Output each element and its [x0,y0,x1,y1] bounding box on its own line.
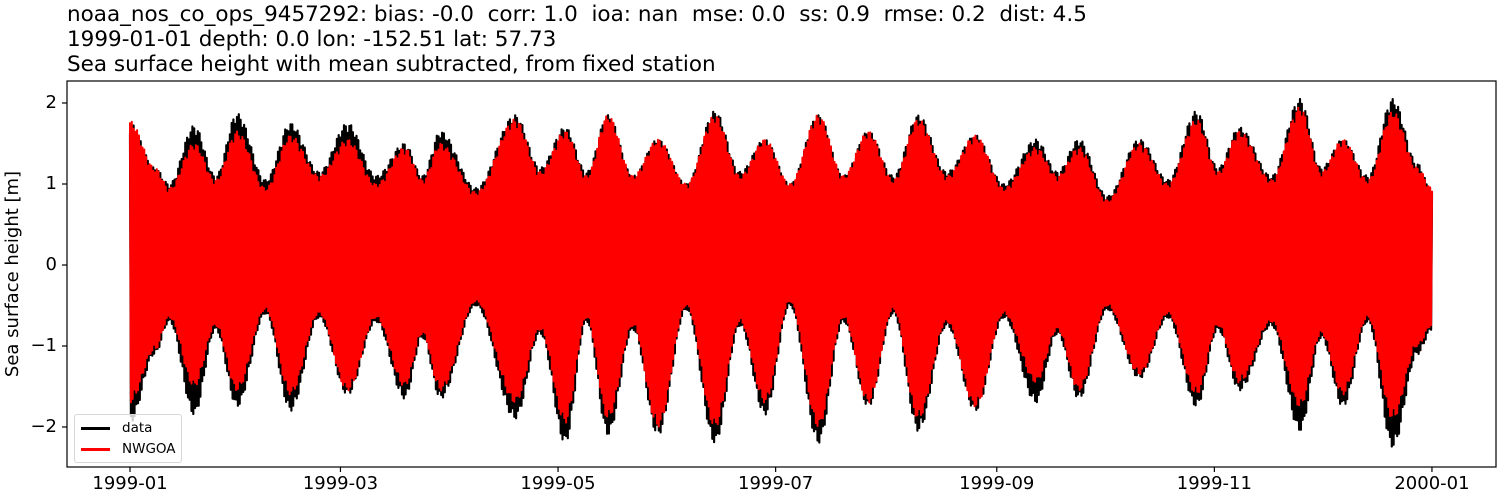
y-tick-label: −2 [30,416,57,437]
legend-label-data: data [122,420,153,436]
y-tick-label: 1 [45,173,57,194]
y-tick-label: 2 [45,92,57,113]
y-tick-label: 0 [45,254,57,275]
series-line-nwgoa [129,106,1433,428]
legend-item-data: data [81,418,152,438]
legend-swatch-data [81,426,110,430]
chart-title-description: Sea surface height with mean subtracted,… [67,52,716,77]
legend-item-nwgoa: NWGOA [81,439,176,459]
x-tick-label: 2000-01 [1394,473,1470,494]
ticks-layer [62,102,1433,472]
legend: data NWGOA [74,414,182,463]
x-tick-label: 1999-01 [92,473,168,494]
legend-swatch-nwgoa [81,447,110,451]
axes-frame [66,80,1497,468]
y-tick-label: −1 [30,335,57,356]
x-tick-label: 1999-05 [520,473,596,494]
x-tick-label: 1999-09 [959,473,1035,494]
chart-title-location: 1999-01-01 depth: 0.0 lon: -152.51 lat: … [67,27,557,52]
x-tick-label: 1999-07 [738,473,814,494]
x-tick-label: 1999-03 [302,473,379,494]
series-layer [128,97,1434,448]
x-tick-label: 1999-11 [1176,473,1252,494]
legend-label-nwgoa: NWGOA [122,441,176,457]
chart-title-stats: noaa_nos_co_ops_9457292: bias: -0.0 corr… [67,2,1087,27]
